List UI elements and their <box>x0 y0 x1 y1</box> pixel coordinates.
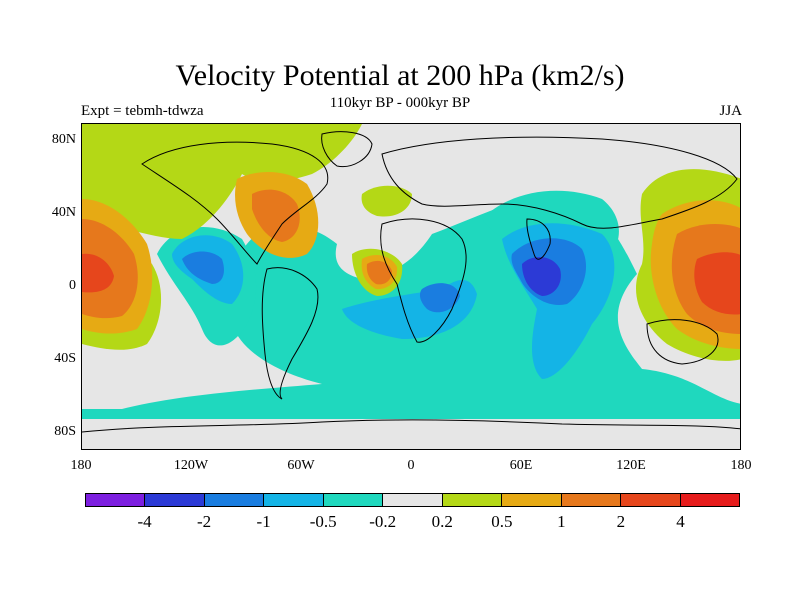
contour-neg-2-indian <box>522 257 561 296</box>
lon-label-120e: 120E <box>616 458 646 473</box>
colorbar-label: -4 <box>137 512 152 531</box>
lon-label-180e: 180 <box>730 458 752 473</box>
colorbar-swatch-7 <box>502 494 562 506</box>
contour-pos-0.2-euro <box>361 185 412 217</box>
coastline-antarctica <box>82 419 740 433</box>
colorbar <box>85 493 740 507</box>
colorbar-label: 4 <box>676 512 685 531</box>
colorbar-label: 0.2 <box>431 512 453 531</box>
coastline-eurasia <box>381 136 738 229</box>
coastline-south-america <box>261 267 319 400</box>
lat-label-80n: 80N <box>51 132 76 147</box>
plot-subtitle: 110kyr BP - 000kyr BP <box>329 95 471 111</box>
contour-neg-1-pacific <box>182 251 224 284</box>
colorbar-label: 1 <box>557 512 566 531</box>
lon-label-60e: 60E <box>509 458 533 473</box>
colorbar-label: -0.5 <box>309 512 337 531</box>
colorbar-swatch-5 <box>383 494 443 506</box>
season-label: JJA <box>719 103 742 119</box>
contour-pos-1-atlantic <box>366 260 392 285</box>
colorbar-swatch-2 <box>204 494 265 506</box>
coastlines <box>82 131 740 433</box>
lat-label-40n: 40N <box>51 205 76 220</box>
lat-label-80s: 80S <box>54 424 76 439</box>
lat-label-40s: 40S <box>54 351 76 366</box>
colorbar-label: -1 <box>256 512 271 531</box>
coastline-india <box>526 218 551 260</box>
colorbar-swatch-9 <box>621 494 681 506</box>
contour-neg-1-atlantic <box>419 283 460 313</box>
contour-pos-2-asia <box>694 252 740 315</box>
lon-label-120w: 120W <box>173 458 209 473</box>
contour-pos-2-central <box>82 253 114 293</box>
colorbar-swatch-4 <box>323 494 384 506</box>
contour-pos-1-america <box>252 189 300 242</box>
coastline-north-america <box>141 141 329 265</box>
coastline-africa <box>380 218 467 343</box>
lon-label-60w: 60W <box>287 458 315 473</box>
coastline-greenland <box>321 131 373 168</box>
colorbar-swatch-3 <box>264 494 324 506</box>
colorbar-swatch-1 <box>145 494 205 506</box>
plot-title: Velocity Potential at 200 hPa (km2/s) <box>175 59 625 92</box>
colorbar-label: 0.5 <box>491 512 513 531</box>
coastline-australia <box>646 319 719 365</box>
lon-label-180w: 180 <box>70 458 92 473</box>
contour-pos-0.2-north <box>82 124 362 239</box>
colorbar-label: -0.2 <box>369 512 397 531</box>
colorbar-swatch-8 <box>561 494 622 506</box>
lat-label-equator: 0 <box>69 278 76 293</box>
experiment-label: Expt = tebmh-tdwza <box>81 103 204 119</box>
colorbar-label: -2 <box>196 512 212 531</box>
colorbar-label: 2 <box>616 512 626 531</box>
colorbar-swatch-6 <box>442 494 503 506</box>
colorbar-swatch-0 <box>86 494 146 506</box>
contour-map-svg <box>82 124 740 449</box>
colorbar-swatch-10 <box>680 494 739 506</box>
lon-label-0: 0 <box>407 458 415 473</box>
velocity-potential-map <box>81 123 741 450</box>
